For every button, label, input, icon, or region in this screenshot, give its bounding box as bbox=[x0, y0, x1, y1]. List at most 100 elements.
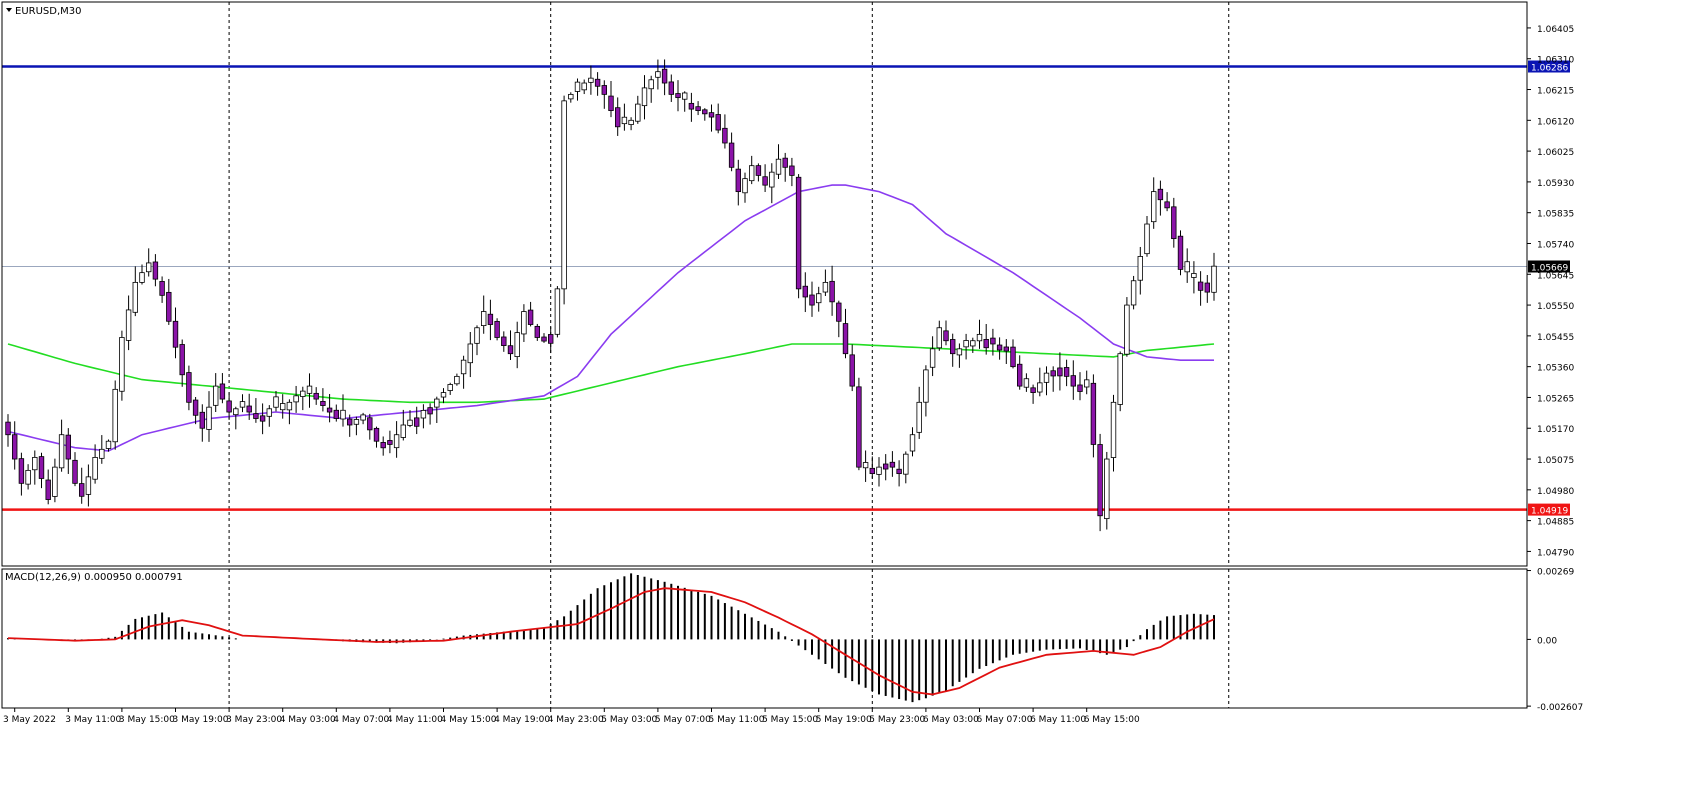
bull-candle bbox=[474, 327, 480, 344]
bear-candle bbox=[1070, 375, 1076, 387]
bull-candle bbox=[1144, 223, 1150, 255]
bear-candle bbox=[259, 415, 266, 422]
bull-candle bbox=[1124, 304, 1130, 355]
bull-candle bbox=[769, 171, 775, 188]
bear-candle bbox=[380, 442, 386, 449]
bull-candle bbox=[956, 348, 963, 356]
bear-candle bbox=[219, 383, 226, 400]
symbol-label: EURUSD,M30 bbox=[15, 6, 81, 17]
bull-candle bbox=[454, 375, 460, 385]
time-tick-label: 6 May 11:00 bbox=[1030, 715, 1086, 725]
bear-candle bbox=[856, 386, 862, 468]
bull-candle bbox=[1151, 191, 1157, 223]
bull-candle bbox=[306, 385, 313, 394]
time-tick-label: 6 May 15:00 bbox=[1084, 715, 1140, 725]
bear-candle bbox=[762, 176, 768, 186]
bull-candle bbox=[635, 103, 641, 122]
price-tick-label: 1.05835 bbox=[1537, 210, 1574, 220]
bull-candle bbox=[92, 457, 98, 480]
bear-candle bbox=[615, 107, 621, 128]
price-tick-label: 1.05455 bbox=[1537, 333, 1574, 343]
candlesticks bbox=[5, 59, 1217, 532]
time-axis: 3 May 2022 3 May 11:003 May 15:003 May 19… bbox=[3, 708, 1140, 725]
bear-candle bbox=[1050, 370, 1056, 377]
chart-menu-arrow-icon[interactable] bbox=[6, 8, 12, 12]
bull-candle bbox=[1117, 353, 1123, 405]
bull-candle bbox=[976, 333, 983, 342]
time-tick-label: 3 May 2022 bbox=[3, 715, 56, 725]
main-panel-frame bbox=[1, 1, 1528, 567]
bull-candle bbox=[293, 395, 299, 403]
price-tick-label: 1.05170 bbox=[1537, 425, 1574, 435]
time-tick-label: 5 May 07:00 bbox=[655, 715, 711, 725]
bear-candle bbox=[1017, 363, 1023, 387]
bear-candle bbox=[943, 330, 949, 342]
bull-candle bbox=[273, 396, 279, 408]
bull-candle bbox=[963, 340, 969, 348]
bull-candle bbox=[1084, 379, 1090, 388]
bull-candle bbox=[233, 408, 239, 416]
bear-candle bbox=[199, 411, 205, 429]
bear-candle bbox=[159, 281, 165, 296]
bull-candle bbox=[936, 327, 942, 349]
horizontal-levels[interactable]: 1.06286 1.04919 1.05669 bbox=[2, 60, 1570, 517]
price-axes: 1.06405 1.06310 1.06215 1.06120 1.06025 1.059… bbox=[1, 1, 1583, 713]
bear-candle bbox=[45, 479, 51, 500]
bull-candle bbox=[440, 392, 447, 398]
bull-candle bbox=[393, 434, 400, 449]
bull-candle bbox=[749, 165, 755, 182]
time-tick-label: 4 May 23:00 bbox=[548, 715, 604, 725]
time-tick-label: 6 May 03:00 bbox=[923, 715, 979, 725]
bull-candle bbox=[816, 293, 822, 304]
bull-candle bbox=[628, 119, 634, 125]
bear-candle bbox=[192, 399, 199, 416]
current-price-label: 1.05669 bbox=[1531, 263, 1568, 273]
bull-candle bbox=[58, 434, 65, 469]
price-tick-label: 1.05360 bbox=[1537, 364, 1574, 374]
chart-labels: EURUSD,M30 MACD(12,26,9) 0.000950 0.0007… bbox=[5, 6, 183, 583]
bull-candle bbox=[125, 309, 132, 341]
bear-candle bbox=[1164, 201, 1170, 209]
bull-candle bbox=[929, 348, 936, 368]
price-tick-label: 1.04790 bbox=[1537, 548, 1574, 558]
bear-candle bbox=[1077, 384, 1083, 392]
bear-candle bbox=[1057, 367, 1063, 377]
bear-candle bbox=[1197, 281, 1204, 291]
price-tick-label: 1.06120 bbox=[1537, 117, 1574, 127]
bull-candle bbox=[554, 288, 561, 335]
price-tick-label: 1.06310 bbox=[1537, 56, 1574, 66]
bear-candle bbox=[1097, 444, 1103, 517]
bear-candle bbox=[809, 294, 815, 306]
bear-candle bbox=[950, 339, 956, 355]
bull-candle bbox=[1184, 261, 1190, 273]
bull-candle bbox=[682, 92, 688, 100]
bull-candle bbox=[420, 410, 427, 419]
bear-candle bbox=[608, 95, 614, 111]
bear-candle bbox=[1090, 382, 1097, 445]
time-tick-label: 4 May 03:00 bbox=[280, 715, 336, 725]
bull-candle bbox=[206, 406, 212, 430]
time-tick-label: 5 May 03:00 bbox=[601, 715, 657, 725]
price-tick-label: 1.05550 bbox=[1537, 302, 1574, 312]
time-tick-label: 4 May 11:00 bbox=[387, 715, 443, 725]
bear-candle bbox=[1030, 387, 1036, 393]
bull-candle bbox=[1023, 378, 1030, 388]
bear-candle bbox=[990, 337, 996, 345]
bear-candle bbox=[179, 344, 185, 376]
bull-candle bbox=[460, 359, 467, 375]
bear-candle bbox=[722, 127, 728, 144]
time-tick-label: 3 May 19:00 bbox=[173, 715, 229, 725]
bull-candle bbox=[286, 401, 293, 411]
time-tick-label: 5 May 11:00 bbox=[709, 715, 765, 725]
price-tick-label: 1.04980 bbox=[1537, 487, 1574, 497]
bull-candle bbox=[85, 476, 92, 495]
bear-candle bbox=[501, 336, 507, 346]
bear-candle bbox=[755, 165, 762, 176]
bear-candle bbox=[534, 325, 540, 338]
bull-candle bbox=[581, 82, 587, 91]
macd-tick-label: 0.00 bbox=[1537, 636, 1557, 646]
bear-candle bbox=[1204, 282, 1210, 293]
bear-candle bbox=[728, 142, 735, 168]
